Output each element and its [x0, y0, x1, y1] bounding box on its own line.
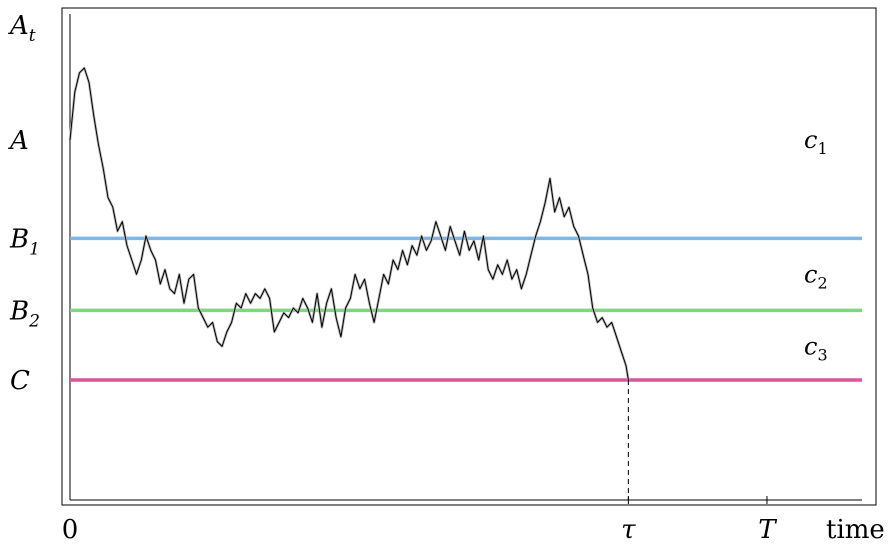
region-label-0: c1 — [804, 126, 828, 158]
region-label-2: c3 — [804, 332, 828, 364]
x-tick-label-1: τ — [621, 515, 636, 545]
plot-frame — [61, 7, 877, 506]
level-label-2: B2 — [9, 296, 40, 331]
y-axis-label: At — [8, 11, 36, 46]
level-label-3: C — [10, 366, 30, 396]
level-label-1: B1 — [9, 224, 40, 259]
region-label-1: c2 — [804, 260, 828, 292]
x-tick-label-2: T — [758, 515, 777, 545]
x-tick-label-0: 0 — [62, 515, 79, 545]
series-path — [68, 66, 630, 381]
axes — [69, 14, 862, 504]
asset-path — [69, 67, 629, 381]
level-label-0: A — [8, 126, 29, 156]
asset-path-shadow — [68, 66, 630, 381]
x-axis-label: time — [826, 515, 885, 545]
